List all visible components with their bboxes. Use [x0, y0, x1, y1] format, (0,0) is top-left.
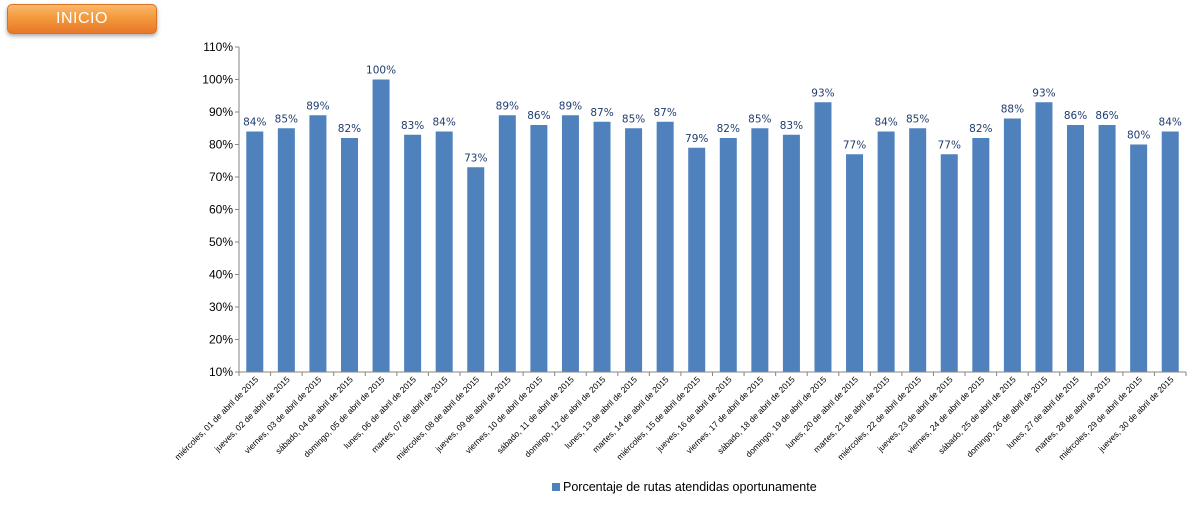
inicio-button[interactable]: INICIO — [7, 4, 157, 34]
bar — [246, 131, 264, 372]
bar — [1161, 131, 1179, 372]
data-label: 84% — [874, 117, 897, 129]
bar — [593, 121, 611, 372]
data-label: 83% — [780, 120, 803, 132]
bar — [277, 128, 295, 372]
bar — [656, 121, 674, 372]
data-label: 77% — [938, 139, 961, 151]
y-tick-label: 50% — [209, 235, 233, 249]
bar — [561, 115, 579, 372]
data-label: 86% — [1064, 110, 1087, 122]
data-label: 86% — [527, 110, 550, 122]
y-tick-label: 20% — [209, 333, 233, 347]
data-label: 88% — [1001, 104, 1024, 116]
bar — [1098, 125, 1116, 372]
bar — [877, 131, 895, 372]
y-tick-label: 30% — [209, 300, 233, 314]
bar — [719, 138, 737, 372]
data-label: 89% — [559, 100, 582, 112]
bar — [435, 131, 453, 372]
bar — [372, 79, 390, 372]
bar — [340, 138, 358, 372]
bar — [1067, 125, 1085, 372]
bar — [1130, 144, 1148, 372]
data-label: 84% — [433, 117, 456, 129]
bar — [467, 167, 485, 372]
data-label: 100% — [366, 65, 396, 77]
data-label: 83% — [401, 120, 424, 132]
data-label: 85% — [906, 113, 929, 125]
bar — [909, 128, 927, 372]
y-tick-label: 60% — [209, 203, 233, 217]
bar — [404, 134, 422, 372]
data-label: 85% — [748, 113, 771, 125]
legend: Porcentaje de rutas atendidas oportuname… — [552, 480, 817, 494]
bars — [246, 79, 1179, 372]
bar — [625, 128, 643, 372]
data-label: 89% — [306, 100, 329, 112]
bar — [972, 138, 990, 372]
bar — [940, 154, 958, 372]
bar — [1035, 102, 1053, 372]
y-tick-label: 10% — [209, 365, 233, 379]
data-label: 82% — [338, 123, 361, 135]
data-label: 87% — [590, 107, 613, 119]
legend-swatch — [552, 483, 560, 491]
bar — [782, 134, 800, 372]
data-label: 85% — [622, 113, 645, 125]
bar — [530, 125, 548, 372]
data-label: 93% — [811, 87, 834, 99]
data-labels: 84% 85% 89% 82% 100% 83% 84% 73% 89% 86% 89% 87% 85%… — [243, 65, 1182, 165]
bar — [1003, 118, 1021, 372]
bar — [814, 102, 832, 372]
legend-label: Porcentaje de rutas atendidas oportuname… — [563, 480, 817, 494]
data-label: 80% — [1127, 130, 1150, 142]
data-label: 79% — [685, 133, 708, 145]
data-label: 84% — [243, 117, 266, 129]
data-label: 73% — [464, 152, 487, 164]
y-tick-label: 70% — [209, 170, 233, 184]
data-label: 82% — [717, 123, 740, 135]
y-tick-label: 110% — [203, 40, 233, 54]
data-label: 89% — [496, 100, 519, 112]
data-label: 82% — [969, 123, 992, 135]
y-tick-label: 80% — [209, 138, 233, 152]
y-tick-label: 40% — [209, 268, 233, 282]
bar — [498, 115, 516, 372]
bar — [309, 115, 327, 372]
bar — [688, 147, 706, 372]
y-tick-label: 90% — [209, 105, 233, 119]
data-label: 77% — [843, 139, 866, 151]
data-label: 85% — [275, 113, 298, 125]
data-label: 84% — [1159, 117, 1182, 129]
bar — [751, 128, 769, 372]
data-label: 93% — [1032, 87, 1055, 99]
data-label: 87% — [653, 107, 676, 119]
bar — [846, 154, 864, 372]
data-label: 86% — [1095, 110, 1118, 122]
y-axis: 10% 20% 30% 40% 50% 60% 70% 80% 90% 100% 110% — [202, 40, 240, 379]
y-tick-label: 100% — [202, 73, 233, 87]
